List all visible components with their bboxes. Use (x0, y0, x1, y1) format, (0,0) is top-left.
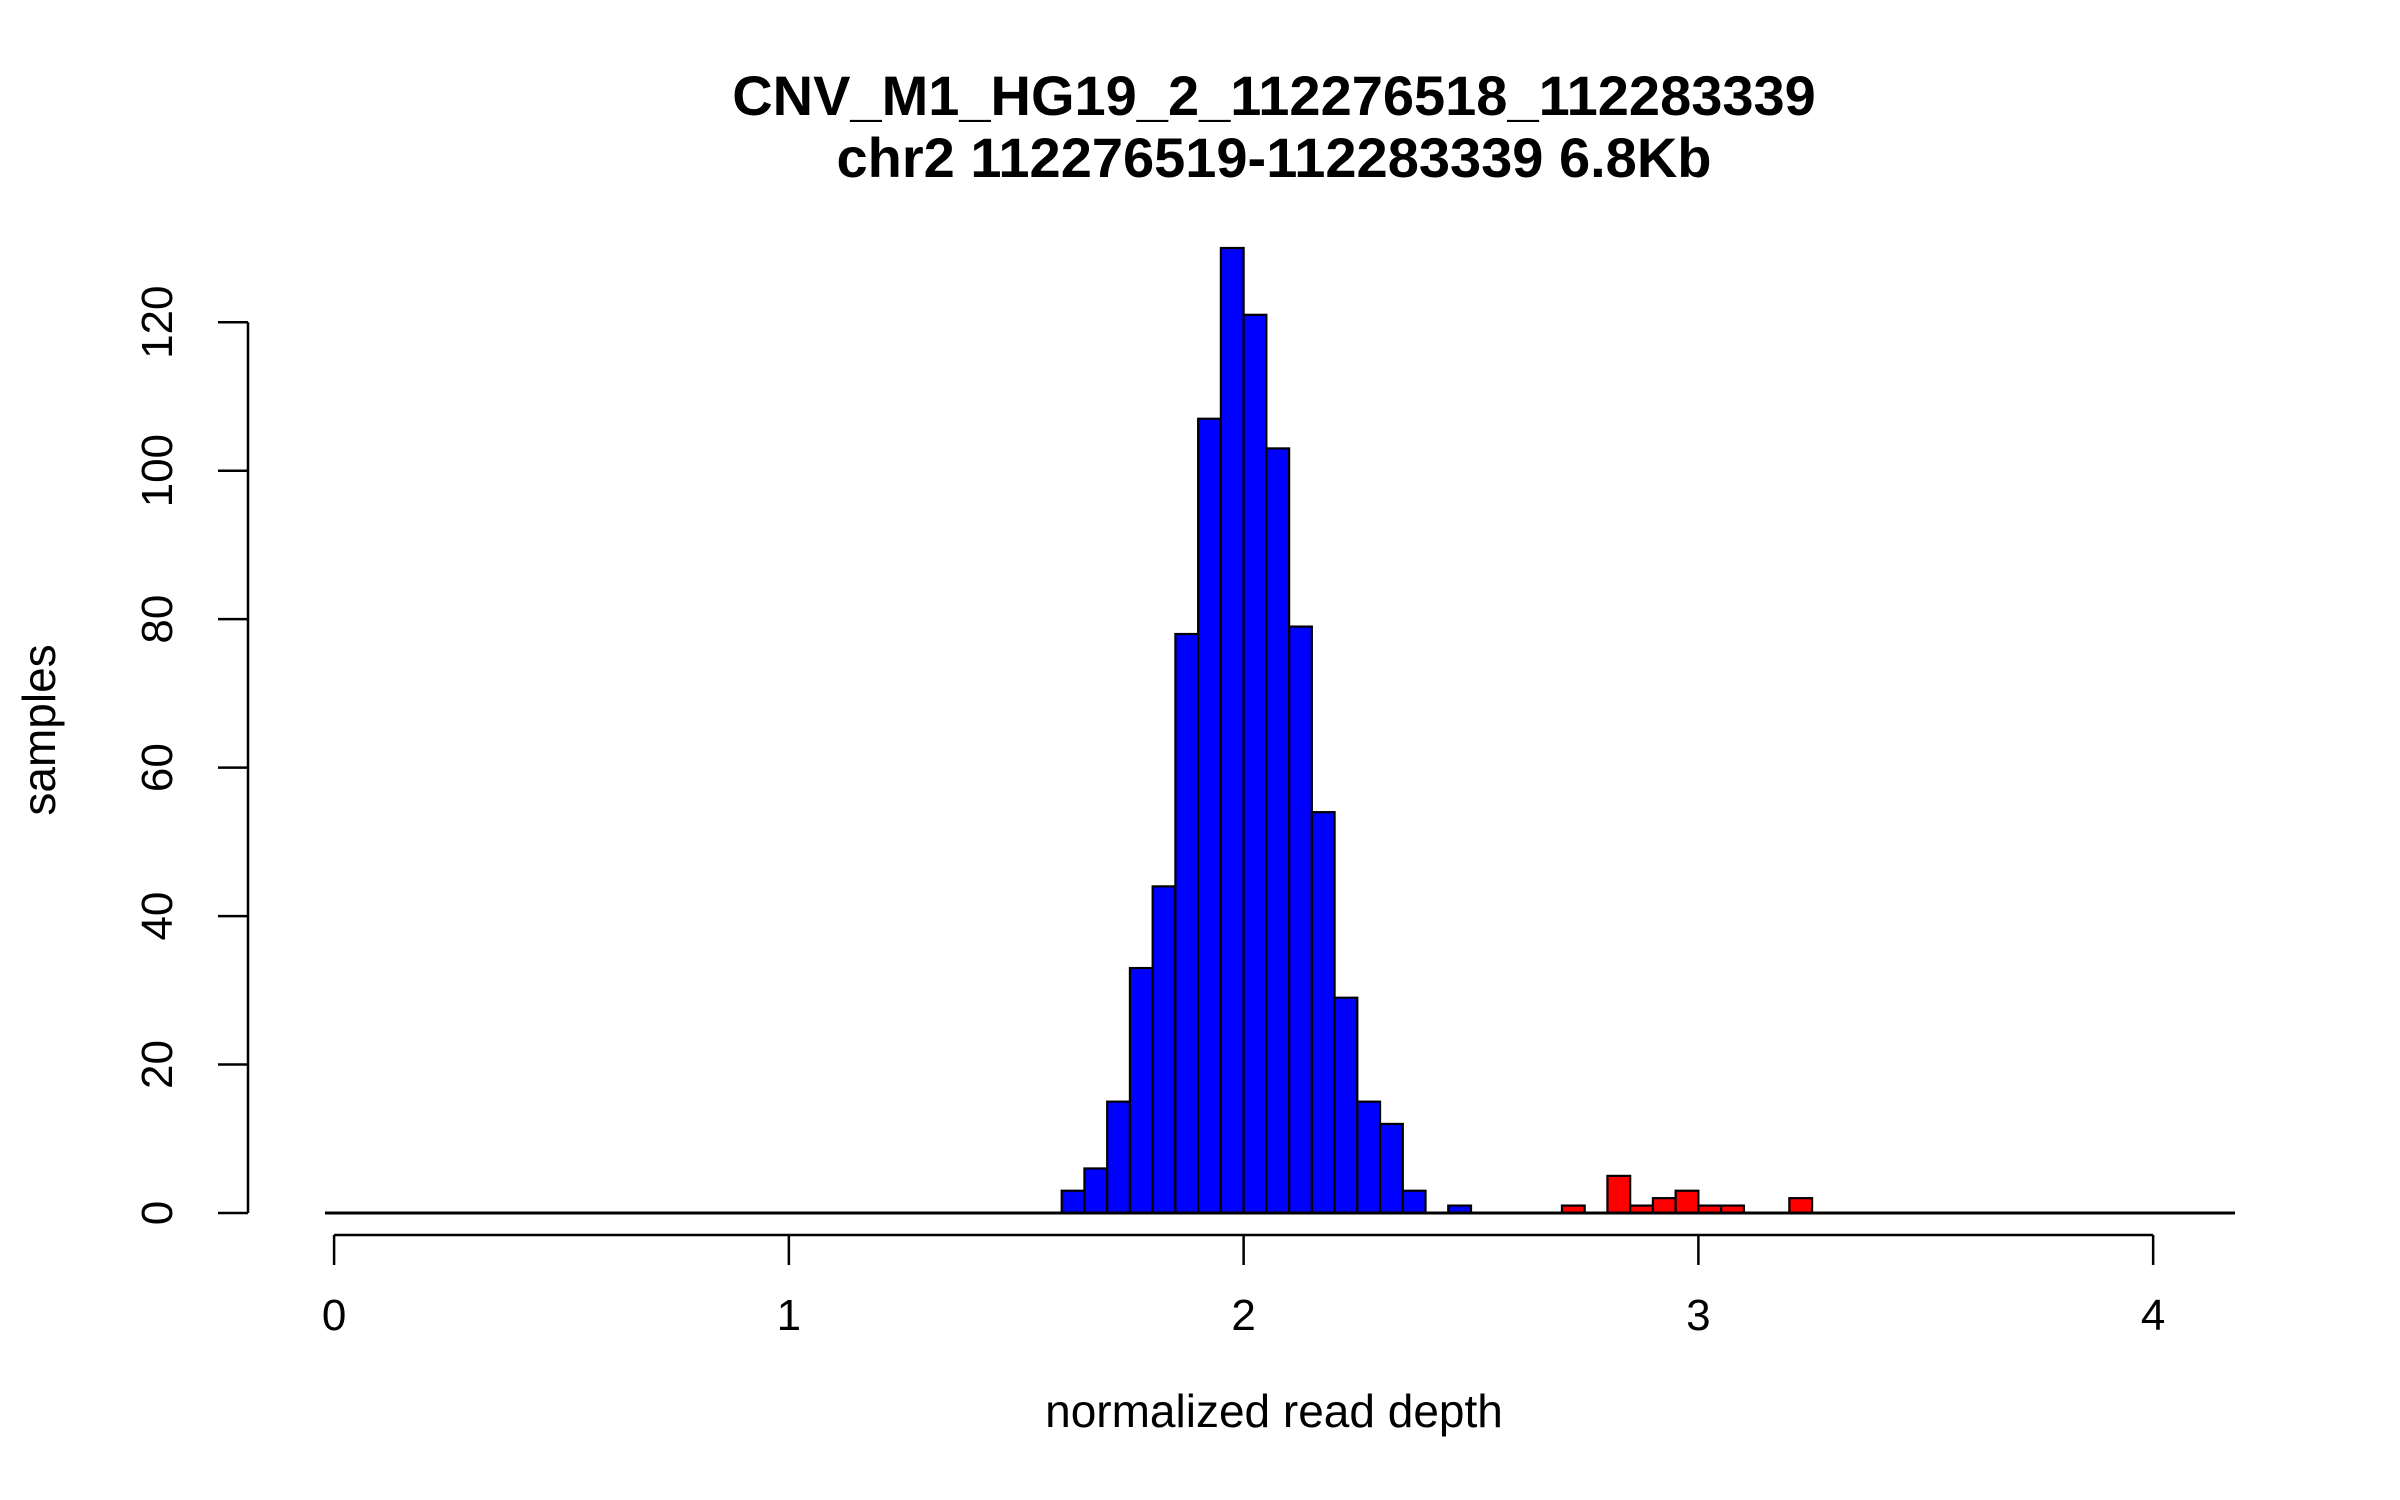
bar-normal-5 (1174, 632, 1200, 1215)
x-axis-label: normalized read depth (1045, 1385, 1503, 1437)
bar-normal-8 (1242, 313, 1268, 1215)
y-tick-label-3: 60 (133, 743, 182, 792)
bar-normal-3 (1128, 966, 1154, 1215)
y-tick-label-5: 100 (133, 434, 182, 507)
bar-duplication-3 (1651, 1197, 1677, 1215)
bar-normal-6 (1197, 417, 1222, 1215)
x-tick-label-2: 2 (1231, 1291, 1255, 1340)
x-axis: 0 1 2 3 4 (322, 1233, 2165, 1340)
bar-normal-2 (1106, 1100, 1132, 1215)
bar-normal-7 (1219, 246, 1245, 1215)
bar-duplication-4 (1674, 1189, 1700, 1215)
bar-normal-11 (1310, 811, 1336, 1215)
x-tick-label-1: 1 (777, 1291, 801, 1340)
chart-subtitle: chr2 112276519-112283339 6.8Kb (837, 126, 1712, 189)
chart-title: CNV_M1_HG19_2_112276518_112283339 (732, 64, 1816, 127)
bar-normal-0 (1060, 1189, 1086, 1215)
bar-normal-1 (1083, 1167, 1109, 1215)
bar-normal-12 (1333, 996, 1359, 1215)
x-tick-label-0: 0 (322, 1291, 346, 1340)
y-tick-label-6: 120 (133, 286, 182, 359)
bar-normal-14 (1378, 1122, 1404, 1215)
y-axis: 0 20 40 60 80 100 120 (133, 286, 250, 1225)
bar-normal-15 (1401, 1189, 1427, 1215)
bars-group (325, 246, 2235, 1215)
x-tick-label-4: 4 (2141, 1291, 2165, 1340)
bar-duplication-1 (1606, 1174, 1632, 1215)
y-tick-label-1: 20 (133, 1040, 182, 1089)
bar-normal-4 (1151, 885, 1177, 1215)
bar-duplication-7 (1788, 1197, 1814, 1215)
y-tick-label-0: 0 (133, 1201, 182, 1225)
y-tick-label-4: 80 (133, 595, 182, 644)
y-axis-label: samples (13, 644, 65, 815)
bar-normal-10 (1287, 625, 1313, 1215)
bar-normal-13 (1356, 1100, 1382, 1215)
bar-normal-9 (1265, 447, 1291, 1215)
x-tick-label-3: 3 (1686, 1291, 1710, 1340)
y-tick-label-2: 40 (133, 892, 182, 941)
